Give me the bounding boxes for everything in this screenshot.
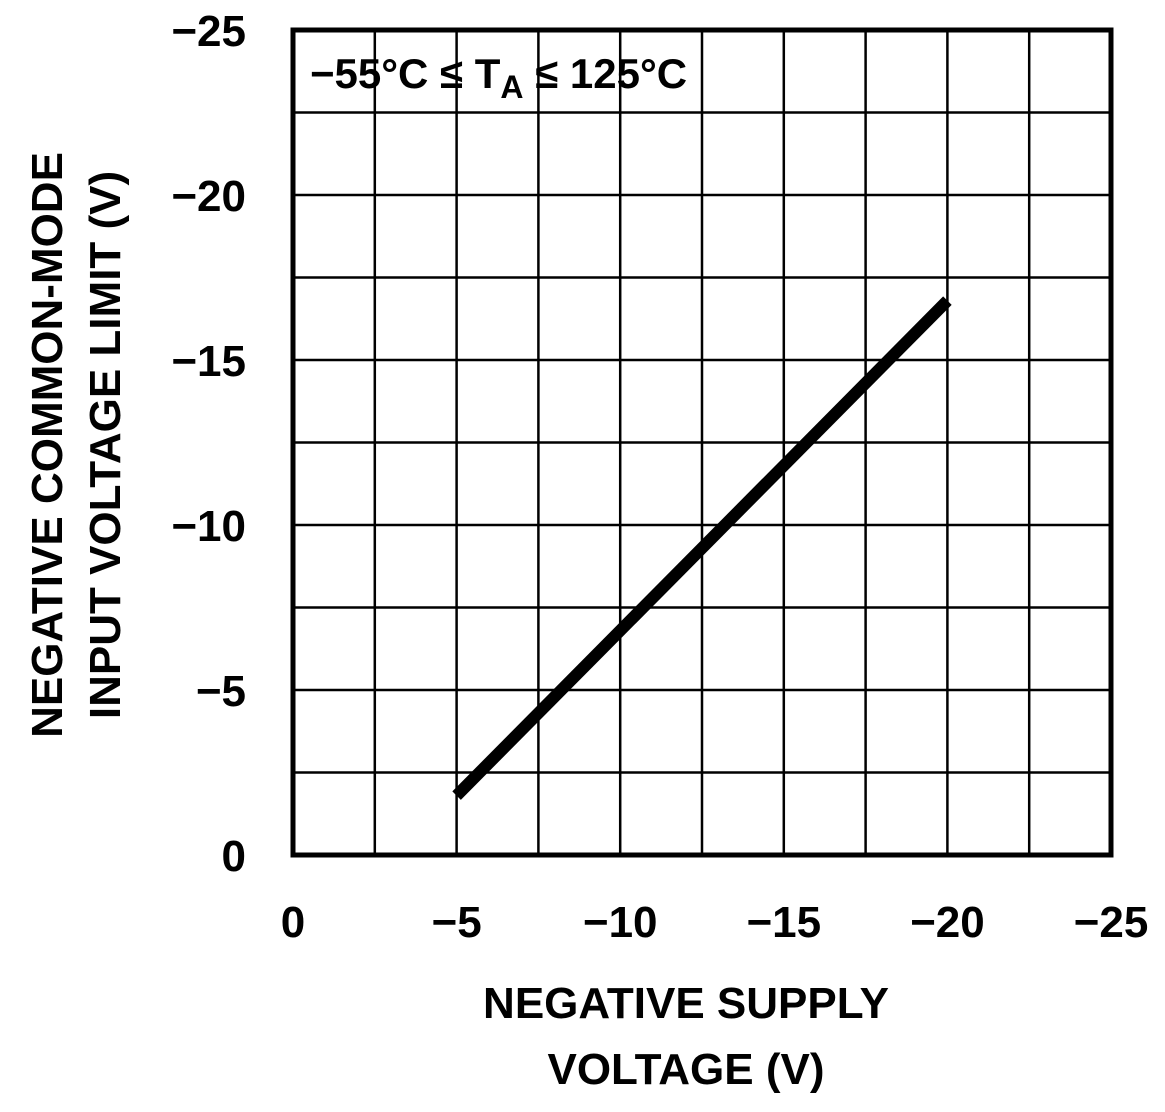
annotation-subscript: A (500, 69, 523, 105)
annotation-tail: ≤ 125°C (524, 50, 688, 97)
y-tick-label: −10 (171, 502, 246, 551)
grid (293, 30, 1111, 855)
y-tick-label: −20 (171, 172, 246, 221)
x-axis-title: NEGATIVE SUPPLY (483, 979, 889, 1028)
x-axis-title-2: VOLTAGE (V) (547, 1045, 824, 1094)
temperature-range-annotation: −55°C ≤ TA ≤ 125°C (310, 50, 687, 105)
y-tick-label: −15 (171, 337, 246, 386)
series-line-0 (452, 296, 952, 800)
x-axis-title-line-1: NEGATIVE SUPPLY (483, 979, 889, 1028)
x-tick-label: −25 (1074, 898, 1149, 947)
y-axis-title-line-1: NEGATIVE COMMON-MODE (23, 152, 72, 738)
y-axis-title: NEGATIVE COMMON-MODE INPUT VOLTAGE LIMIT… (23, 152, 130, 738)
y-tick-label: −25 (171, 7, 246, 56)
x-tick-label: −10 (583, 898, 658, 947)
x-tick-label: −5 (432, 898, 482, 947)
annotation-main: −55°C ≤ T (310, 50, 501, 97)
x-tick-labels: 0 −5 −10 −15 −20 −25 (281, 898, 1149, 947)
y-tick-labels: 0 −5 −10 −15 −20 −25 (171, 7, 246, 881)
y-tick-label: −5 (196, 667, 246, 716)
x-tick-label: 0 (281, 898, 305, 947)
y-axis-title-line-2: INPUT VOLTAGE LIMIT (V) (81, 171, 130, 719)
plot-frame (290, 27, 1114, 858)
x-tick-label: −15 (746, 898, 821, 947)
series-group (452, 296, 952, 800)
x-axis-title-line-2: VOLTAGE (V) (547, 1045, 824, 1094)
x-tick-label: −20 (910, 898, 985, 947)
y-tick-label: 0 (222, 832, 246, 881)
